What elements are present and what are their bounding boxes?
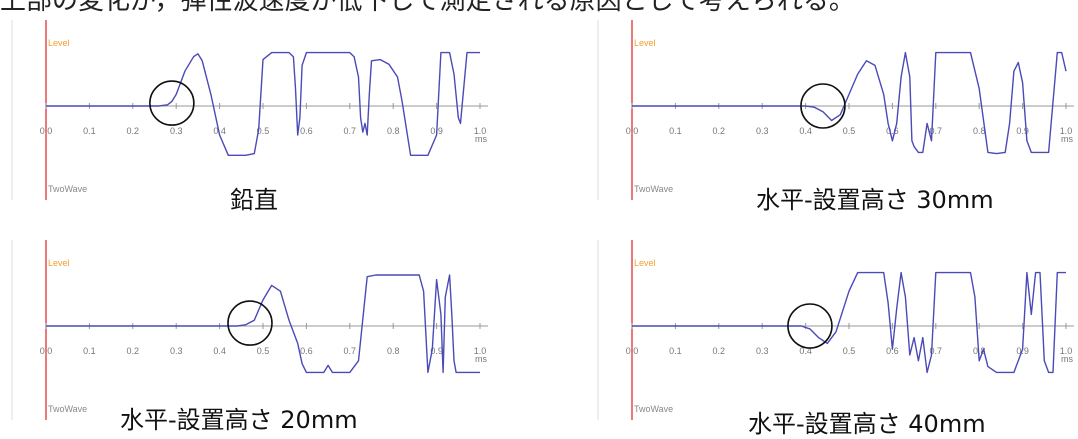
twowave-label: TwoWave bbox=[48, 184, 87, 194]
twowave-label: TwoWave bbox=[634, 404, 673, 414]
level-label: Level bbox=[48, 258, 70, 268]
x-tick-label: 0.6 bbox=[300, 346, 313, 356]
twowave-label: TwoWave bbox=[634, 184, 673, 194]
x-tick-label: 0.5 bbox=[257, 346, 270, 356]
x-tick-label: 0.3 bbox=[756, 346, 769, 356]
x-tick-label: 0.7 bbox=[344, 126, 357, 136]
waveform-line bbox=[46, 274, 480, 374]
waveform-chart: 0.0 0.1 0.2 0.3 0.4 0.5 0.6 0.7 0.8 0.9 1.0msLevel… bbox=[597, 240, 1074, 420]
x-tick-label: 0.3 bbox=[170, 346, 183, 356]
x-unit-label: ms bbox=[1061, 354, 1073, 364]
level-label: Level bbox=[634, 38, 656, 48]
x-tick-label: 0.8 bbox=[973, 126, 986, 136]
x-tick-label: 0.1 bbox=[669, 346, 682, 356]
x-unit-label: ms bbox=[475, 354, 487, 364]
x-unit-label: ms bbox=[475, 134, 487, 144]
x-tick-label: 0.0 bbox=[40, 126, 53, 136]
waveform-chart: 0.0 0.1 0.2 0.3 0.4 0.5 0.6 0.7 0.8 0.9 1.0ms Level… bbox=[11, 240, 488, 420]
x-tick-label: 0.8 bbox=[387, 126, 400, 136]
waveform-line bbox=[632, 271, 1066, 374]
waveform-line bbox=[46, 51, 480, 157]
x-tick-label: 1.0 bbox=[1060, 126, 1073, 136]
x-tick-label: 0.0 bbox=[626, 346, 639, 356]
level-label: Level bbox=[634, 258, 656, 268]
x-tick-label: 0.6 bbox=[886, 346, 899, 356]
onset-circle-annotation bbox=[227, 300, 273, 346]
x-tick-label: 0.7 bbox=[930, 346, 943, 356]
x-tick-label: 0.3 bbox=[756, 126, 769, 136]
x-tick-label: 0.2 bbox=[127, 346, 140, 356]
caption-horizontal-20mm: 水平-設置高さ 20mm bbox=[120, 406, 358, 434]
waveform-line bbox=[632, 51, 1067, 155]
x-tick-label: 1.0 bbox=[1060, 346, 1073, 356]
x-tick-label: 1.0 bbox=[474, 126, 487, 136]
x-tick-label: 0.7 bbox=[344, 346, 357, 356]
x-tick-label: 0.0 bbox=[40, 346, 53, 356]
twowave-label: TwoWave bbox=[48, 404, 87, 414]
x-tick-label: 0.4 bbox=[799, 126, 812, 136]
x-tick-label: 0.6 bbox=[300, 126, 313, 136]
x-tick-label: 0.2 bbox=[713, 346, 726, 356]
x-tick-label: 0.5 bbox=[843, 126, 856, 136]
x-unit-label: ms bbox=[1061, 134, 1073, 144]
waveform-chart: 0.0 0.1 0.2 0.3 0.4 0.5 0.6 0.7 0.8 0.9 1.0msLevel… bbox=[11, 20, 488, 200]
x-tick-label: 0.6 bbox=[886, 126, 899, 136]
x-tick-label: 0.4 bbox=[213, 126, 226, 136]
caption-horizontal-40mm: 水平-設置高さ 40mm bbox=[748, 410, 986, 438]
x-tick-label: 1.0 bbox=[474, 346, 487, 356]
x-tick-label: 0.9 bbox=[430, 346, 443, 356]
x-tick-label: 0.7 bbox=[930, 126, 943, 136]
x-tick-label: 0.2 bbox=[713, 126, 726, 136]
x-tick-label: 0.5 bbox=[257, 126, 270, 136]
top-body-text: 上部の変化が，弾性波速度が低下して測定される原因として考えられる。 bbox=[0, 0, 855, 16]
x-tick-label: 0.4 bbox=[799, 346, 812, 356]
level-label: Level bbox=[48, 38, 70, 48]
x-tick-label: 0.1 bbox=[83, 346, 96, 356]
x-tick-label: 0.5 bbox=[843, 346, 856, 356]
x-tick-label: 0.2 bbox=[127, 126, 140, 136]
x-tick-label: 0.3 bbox=[170, 126, 183, 136]
onset-circle-annotation bbox=[787, 303, 833, 349]
x-tick-label: 0.1 bbox=[669, 126, 682, 136]
caption-vertical: 鉛直 bbox=[230, 186, 278, 214]
x-tick-label: 0.4 bbox=[213, 346, 226, 356]
x-tick-label: 0.9 bbox=[1016, 126, 1029, 136]
waveform-chart: 0.0 0.1 0.2 0.3 0.4 0.5 0.6 0.7 0.8 0.9 1.0ms Level… bbox=[597, 20, 1074, 200]
onset-circle-annotation bbox=[149, 80, 195, 126]
x-tick-label: 0.1 bbox=[83, 126, 96, 136]
onset-circle-annotation bbox=[800, 83, 846, 129]
x-tick-label: 0.8 bbox=[387, 346, 400, 356]
x-tick-label: 0.0 bbox=[626, 126, 639, 136]
caption-horizontal-30mm: 水平-設置高さ 30mm bbox=[756, 186, 994, 214]
